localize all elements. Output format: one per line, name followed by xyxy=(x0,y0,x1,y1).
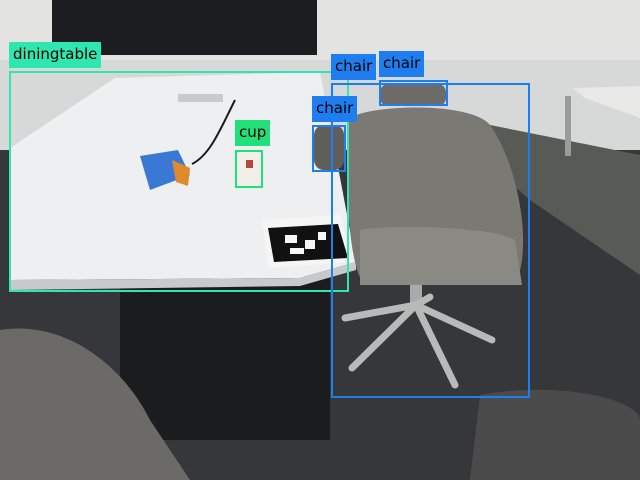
detection-label-chair: chair xyxy=(379,51,425,77)
marker-cell xyxy=(318,232,326,240)
foreground-right-chair xyxy=(470,389,640,480)
table-device xyxy=(178,94,223,102)
chair-base xyxy=(341,293,496,389)
paper-cup xyxy=(238,152,260,185)
detection-box-cup xyxy=(235,150,263,188)
marker-cell xyxy=(290,248,304,254)
marker-cell xyxy=(305,240,315,249)
detection-box-chair xyxy=(331,83,530,398)
detection-label-chair: chair xyxy=(312,96,358,122)
cable xyxy=(191,99,236,165)
tissue-box xyxy=(140,150,190,190)
main-chair-seat xyxy=(360,227,522,285)
marker-cell xyxy=(285,235,297,243)
side-desk xyxy=(573,86,640,118)
foreground-chair xyxy=(0,328,190,480)
detection-label-diningtable: diningtable xyxy=(9,42,102,68)
table-base xyxy=(120,270,330,440)
table-edge xyxy=(10,262,356,290)
cup-logo xyxy=(246,160,253,168)
back-chair xyxy=(380,84,446,106)
tissue-box-side xyxy=(172,160,190,186)
detection-box-chair xyxy=(312,125,346,172)
detection-box-chair xyxy=(379,80,448,106)
side-desk-leg xyxy=(565,96,571,156)
detection-box-diningtable xyxy=(9,71,349,292)
side-chair xyxy=(314,125,344,170)
bench xyxy=(490,125,640,275)
detection-label-cup: cup xyxy=(235,120,271,146)
detection-label-chair: chair xyxy=(331,54,377,80)
